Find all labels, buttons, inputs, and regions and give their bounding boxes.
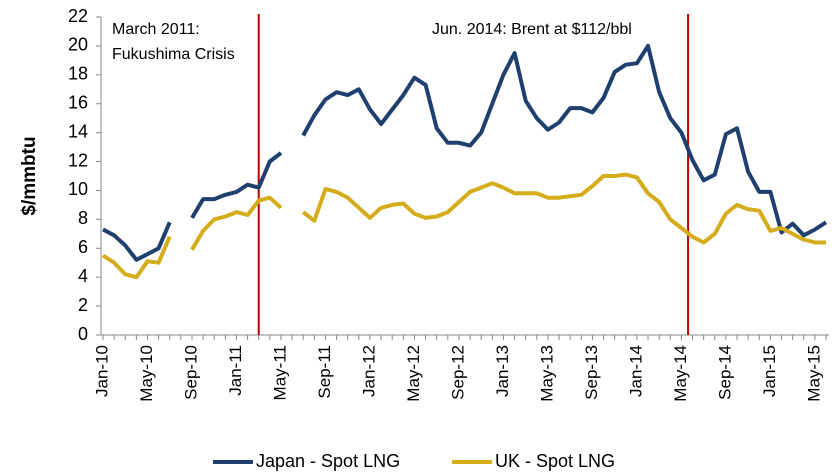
x-tick-label: May-14: [671, 345, 690, 402]
y-tick-label: 20: [68, 35, 88, 55]
legend-label: Japan - Spot LNG: [256, 451, 400, 471]
x-tick-label: Jan-12: [359, 345, 378, 397]
x-tick-label: Sep-11: [315, 345, 334, 399]
annotation-text: Jun. 2014: Brent at $112/bbl: [432, 21, 632, 38]
series-line: [102, 43, 828, 262]
x-tick-label: Jan-11: [226, 345, 245, 396]
y-axis-label: $/mmbtu: [19, 136, 40, 215]
x-tick-label: May-13: [537, 345, 556, 402]
y-tick-label: 2: [78, 295, 88, 315]
x-tick-label: Sep-12: [448, 345, 467, 400]
x-tick-label: Sep-13: [582, 345, 601, 400]
x-tick-label: Sep-10: [181, 345, 200, 400]
series-line: [101, 172, 826, 280]
y-tick-label: 4: [78, 266, 88, 286]
y-tick-label: 6: [78, 237, 88, 257]
annotation-text: Fukushima Crisis: [112, 46, 235, 63]
y-tick-label: 8: [78, 208, 88, 228]
x-tick-label: May-12: [404, 345, 423, 402]
x-tick-label: May-10: [137, 345, 156, 402]
annotation-text: March 2011:: [112, 21, 200, 38]
y-tick-label: 22: [68, 6, 88, 26]
x-tick-label: Jan-15: [760, 345, 779, 397]
x-tick-label: Jan-10: [92, 345, 111, 397]
x-tick-label: Jan-14: [626, 345, 645, 397]
y-tick-label: 12: [68, 150, 88, 170]
y-tick-label: 18: [68, 64, 88, 84]
x-tick-label: Sep-14: [715, 345, 734, 400]
x-tick-label: Jan-13: [493, 345, 512, 397]
y-tick-label: 10: [68, 179, 88, 199]
y-tick-label: 0: [78, 324, 88, 344]
y-tick-label: 14: [68, 121, 88, 141]
legend-label: UK - Spot LNG: [495, 451, 615, 471]
x-tick-label: May-15: [804, 345, 823, 402]
x-tick-label: May-11: [270, 345, 289, 400]
y-tick-label: 16: [68, 92, 88, 112]
